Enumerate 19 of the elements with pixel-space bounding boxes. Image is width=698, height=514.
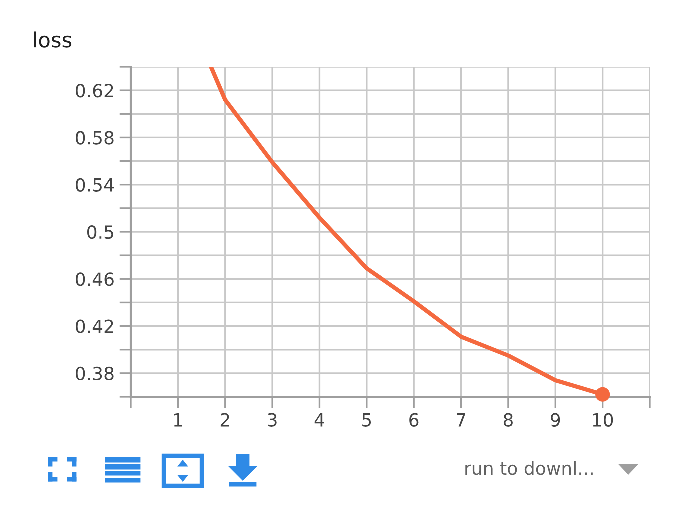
text: run to downl...	[466, 461, 593, 476]
x-tick-label: 8	[504, 413, 513, 427]
y-tick-label: 0.58	[76, 131, 114, 145]
y-tick-label: 0.46	[76, 272, 114, 286]
x-tick-label: 1	[174, 414, 182, 427]
y-tick-label: 0.5	[88, 225, 114, 240]
y-tick-label: 0.38	[76, 366, 114, 381]
x-tick-label: 9	[551, 413, 560, 427]
chart-title: loss	[34, 32, 72, 48]
x-tick-label: 4	[314, 414, 324, 427]
x-tick-label: 5	[362, 414, 372, 427]
x-tick-label: 2	[220, 413, 230, 427]
y-tick-label: 0.62	[76, 84, 114, 98]
x-tick-label: 7	[457, 414, 466, 427]
x-tick-label: 3	[268, 413, 277, 427]
x-tick-label: 6	[410, 413, 419, 427]
y-tick-label: 0.42	[76, 320, 114, 334]
y-tick-label: 0.54	[76, 178, 114, 192]
x-tick-label: 10	[593, 413, 614, 427]
